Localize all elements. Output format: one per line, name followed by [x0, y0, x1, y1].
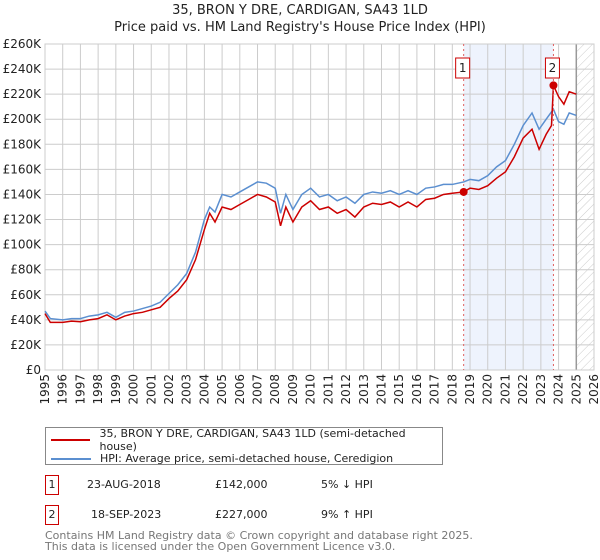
- x-tick-label: 2015: [392, 374, 406, 405]
- transaction-price: £142,000: [215, 478, 268, 491]
- sale-point: [549, 81, 558, 90]
- y-tick-label: £40K: [10, 313, 42, 327]
- y-tick-label: £60K: [10, 288, 42, 302]
- x-tick-label: 1998: [91, 374, 105, 405]
- y-tick-label: £140K: [3, 187, 43, 201]
- x-tick-label: 2000: [127, 374, 141, 405]
- x-tick-label: 2018: [445, 374, 459, 405]
- chart-title: 35, BRON Y DRE, CARDIGAN, SA43 1LD: [172, 3, 428, 18]
- x-tick-label: 1999: [109, 374, 123, 405]
- x-tick-label: 2013: [357, 374, 371, 405]
- series-line: [44, 107, 577, 321]
- annotation-box: [544, 57, 560, 79]
- future-hatch: [576, 44, 594, 370]
- annotation-label: 1: [459, 61, 467, 75]
- x-tick-label: 2012: [339, 374, 353, 405]
- x-tick-label: 2006: [233, 374, 247, 405]
- x-tick-label: 2003: [180, 374, 194, 405]
- x-tick-label: 2009: [286, 374, 300, 405]
- x-tick-label: 2022: [516, 374, 530, 405]
- legend-blue-line: [51, 457, 91, 460]
- price-chart: 1 2 £0 £20K £40K £60K £80K £100K £120K £140K £160K…: [3, 37, 600, 405]
- x-tick-label: 2020: [481, 374, 495, 405]
- y-tick-label: £180K: [3, 137, 43, 151]
- legend: 35, BRON Y DRE, CARDIGAN, SA43 1LD (semi…: [45, 427, 443, 465]
- sale-point: [459, 187, 468, 196]
- x-tick-label: 2025: [569, 374, 583, 405]
- transaction-row: 2 18-SEP-2023 £227,000 9% ↑ HPI: [45, 505, 545, 525]
- y-tick-label: £0: [26, 363, 41, 377]
- x-tick-label: 2011: [321, 374, 335, 405]
- x-tick-label: 2023: [534, 374, 548, 405]
- x-tick-label: 1995: [38, 374, 52, 405]
- x-tick-label: 2004: [197, 374, 211, 405]
- x-tick-label: 2024: [552, 374, 566, 405]
- series-line: [44, 85, 577, 324]
- y-tick-label: £260K: [3, 37, 43, 51]
- highlight-span: [463, 44, 554, 370]
- transaction-date: 18-SEP-2023: [91, 508, 162, 521]
- y-tick-label: £120K: [3, 213, 43, 227]
- legend-hpi: HPI: Average price, semi-detached house,…: [100, 452, 394, 465]
- y-tick-label: £100K: [3, 238, 43, 252]
- plot-frame: [44, 43, 595, 371]
- y-tick-label: £240K: [3, 62, 43, 76]
- x-tick-label: 2016: [410, 374, 424, 405]
- x-tick-label: 2026: [587, 374, 600, 405]
- x-tick-label: 1996: [56, 374, 70, 405]
- y-tick-label: £200K: [3, 112, 43, 126]
- x-tick-label: 2002: [162, 374, 176, 405]
- annotation-label: 2: [549, 61, 557, 75]
- x-tick-label: 2005: [215, 374, 229, 405]
- chart-subtitle: Price paid vs. HM Land Registry's House …: [114, 20, 486, 35]
- footer-copyright: Contains HM Land Registry data © Crown c…: [45, 529, 473, 542]
- x-tick-label: 2017: [428, 374, 442, 405]
- x-tick-label: 2010: [304, 374, 318, 405]
- y-tick-label: £220K: [3, 87, 43, 101]
- transaction-marker: 2: [45, 505, 59, 525]
- x-tick-label: 2001: [144, 374, 158, 405]
- legend-property: 35, BRON Y DRE, CARDIGAN, SA43 1LD (semi…: [99, 426, 406, 453]
- x-tick-label: 2019: [463, 374, 477, 405]
- transaction-price: £227,000: [215, 508, 268, 521]
- y-tick-label: £20K: [10, 338, 42, 352]
- x-tick-label: 2014: [374, 374, 388, 405]
- transaction-marker: 1: [45, 475, 59, 495]
- legend-red-line: [51, 438, 91, 441]
- transaction-date: 23-AUG-2018: [87, 478, 161, 491]
- y-tick-label: £160K: [3, 162, 43, 176]
- x-tick-label: 2021: [498, 374, 512, 405]
- x-tick-label: 2007: [251, 374, 265, 405]
- x-tick-label: 2008: [268, 374, 282, 405]
- footer: Contains HM Land Registry data © Crown c…: [45, 530, 473, 552]
- y-tick-label: £80K: [10, 263, 42, 277]
- annotation-box: [455, 57, 471, 79]
- footer-licence: This data is licensed under the Open Gov…: [45, 540, 396, 553]
- transaction-row: 1 23-AUG-2018 £142,000 5% ↓ HPI: [45, 475, 545, 495]
- transaction-hpi: 9% ↑ HPI: [321, 508, 373, 521]
- x-tick-label: 1997: [73, 374, 87, 405]
- transaction-hpi: 5% ↓ HPI: [321, 478, 373, 491]
